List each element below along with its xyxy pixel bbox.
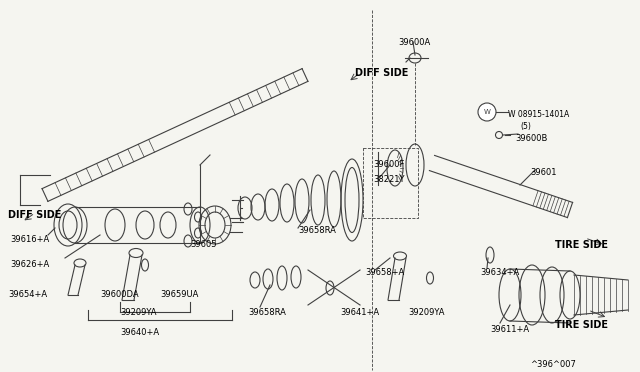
Text: 39634+A: 39634+A [480, 268, 519, 277]
Text: W: W [484, 109, 490, 115]
Text: 39209YA: 39209YA [408, 308, 445, 317]
Text: DIFF SIDE: DIFF SIDE [8, 210, 61, 220]
Circle shape [478, 103, 496, 121]
Text: DIFF SIDE: DIFF SIDE [355, 68, 408, 78]
Text: 39600B: 39600B [515, 134, 547, 143]
Text: 39626+A: 39626+A [10, 260, 49, 269]
Text: 39605: 39605 [190, 240, 216, 249]
Text: 39209YA: 39209YA [120, 308, 157, 317]
Text: 39659UA: 39659UA [160, 290, 198, 299]
Text: 39658RA: 39658RA [248, 308, 286, 317]
Text: 39658RA: 39658RA [298, 226, 336, 235]
Text: ^396^007: ^396^007 [530, 360, 576, 369]
Text: 39600A: 39600A [398, 38, 430, 47]
Text: 39600F: 39600F [373, 160, 404, 169]
Text: 39601: 39601 [530, 168, 557, 177]
Text: 39641+A: 39641+A [340, 308, 379, 317]
Text: 39654+A: 39654+A [8, 290, 47, 299]
Text: 39658+A: 39658+A [365, 268, 404, 277]
Text: W 08915-1401A: W 08915-1401A [508, 110, 569, 119]
Text: 38221Y: 38221Y [373, 175, 404, 184]
Text: 39616+A: 39616+A [10, 235, 49, 244]
Text: 39640+A: 39640+A [120, 328, 159, 337]
Text: TIRE SIDE: TIRE SIDE [555, 320, 608, 330]
Text: (5): (5) [520, 122, 531, 131]
Text: 39600DA: 39600DA [100, 290, 139, 299]
Text: 39611+A: 39611+A [490, 325, 529, 334]
Text: TIRE SIDE: TIRE SIDE [555, 240, 608, 250]
